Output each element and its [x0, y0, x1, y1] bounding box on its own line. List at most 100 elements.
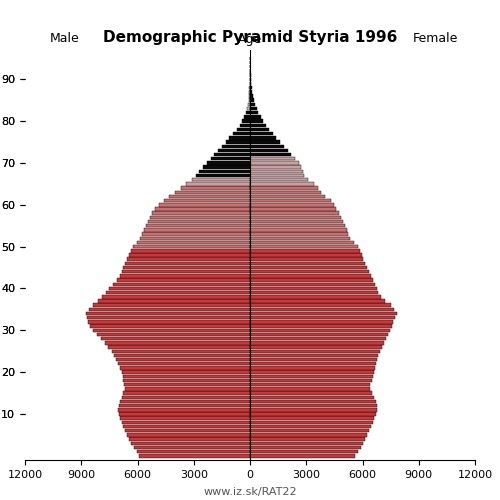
- Bar: [250, 278, 373, 282]
- Bar: [250, 220, 343, 223]
- Bar: [250, 404, 376, 407]
- Bar: [86, 312, 250, 316]
- Bar: [250, 120, 263, 123]
- Bar: [122, 374, 250, 378]
- Bar: [122, 396, 250, 399]
- Bar: [250, 216, 341, 219]
- Bar: [250, 94, 253, 98]
- Bar: [250, 82, 251, 85]
- Bar: [110, 287, 250, 290]
- Bar: [250, 208, 336, 210]
- Bar: [250, 178, 308, 182]
- Bar: [250, 157, 295, 160]
- Bar: [250, 270, 369, 274]
- Bar: [87, 316, 250, 320]
- Bar: [136, 450, 250, 454]
- Bar: [136, 240, 250, 244]
- Bar: [140, 236, 250, 240]
- Bar: [196, 174, 250, 177]
- Bar: [250, 132, 272, 136]
- Bar: [250, 392, 372, 395]
- Bar: [250, 115, 261, 118]
- Bar: [250, 262, 366, 265]
- Bar: [214, 153, 250, 156]
- Bar: [127, 433, 250, 436]
- Bar: [250, 287, 376, 290]
- Bar: [175, 190, 250, 194]
- Bar: [250, 245, 358, 248]
- Bar: [250, 254, 362, 256]
- Bar: [144, 228, 250, 232]
- Bar: [120, 366, 250, 370]
- Bar: [90, 324, 250, 328]
- Bar: [250, 203, 334, 206]
- Bar: [124, 379, 250, 382]
- Bar: [250, 190, 321, 194]
- Bar: [250, 454, 355, 458]
- Bar: [120, 400, 250, 403]
- Bar: [250, 442, 364, 445]
- Bar: [250, 98, 254, 102]
- Bar: [133, 245, 250, 248]
- Bar: [249, 94, 250, 98]
- Bar: [250, 174, 304, 177]
- Bar: [250, 429, 369, 432]
- Text: www.iz.sk/RAT22: www.iz.sk/RAT22: [203, 487, 297, 497]
- Bar: [250, 433, 367, 436]
- Bar: [250, 450, 358, 454]
- Bar: [98, 300, 250, 302]
- Bar: [124, 392, 250, 395]
- Bar: [150, 216, 250, 219]
- Bar: [248, 102, 250, 106]
- Bar: [250, 328, 390, 332]
- Bar: [122, 270, 250, 274]
- Bar: [250, 282, 374, 286]
- Bar: [250, 274, 371, 278]
- Bar: [250, 144, 284, 148]
- Bar: [156, 208, 250, 210]
- Bar: [119, 404, 250, 407]
- Bar: [250, 333, 388, 336]
- Bar: [250, 240, 354, 244]
- Bar: [247, 107, 250, 110]
- Bar: [92, 304, 250, 307]
- Bar: [250, 166, 300, 169]
- Bar: [164, 199, 250, 202]
- Bar: [102, 295, 250, 298]
- Bar: [120, 274, 250, 278]
- Bar: [250, 337, 386, 340]
- Bar: [180, 186, 250, 190]
- Bar: [246, 111, 250, 114]
- Bar: [250, 228, 346, 232]
- Bar: [250, 320, 394, 324]
- Bar: [250, 291, 378, 294]
- Bar: [126, 262, 250, 265]
- Bar: [200, 170, 250, 173]
- Bar: [250, 316, 396, 320]
- Bar: [119, 412, 250, 416]
- Bar: [226, 140, 250, 144]
- Bar: [106, 291, 250, 294]
- Bar: [250, 362, 376, 366]
- Bar: [250, 425, 371, 428]
- Bar: [192, 178, 250, 182]
- Bar: [113, 282, 250, 286]
- Title: Demographic Pyramid Styria 1996: Demographic Pyramid Styria 1996: [103, 30, 397, 44]
- Bar: [250, 258, 364, 261]
- Bar: [250, 400, 376, 403]
- Bar: [140, 454, 250, 458]
- Bar: [120, 416, 250, 420]
- Bar: [142, 232, 250, 236]
- Bar: [250, 324, 392, 328]
- Bar: [134, 446, 250, 449]
- Bar: [233, 132, 250, 136]
- Bar: [250, 300, 385, 302]
- Bar: [118, 408, 250, 412]
- Bar: [89, 308, 250, 311]
- Bar: [250, 186, 318, 190]
- Bar: [250, 304, 390, 307]
- Bar: [250, 86, 252, 90]
- Bar: [250, 412, 376, 416]
- Bar: [222, 144, 250, 148]
- Bar: [152, 212, 250, 215]
